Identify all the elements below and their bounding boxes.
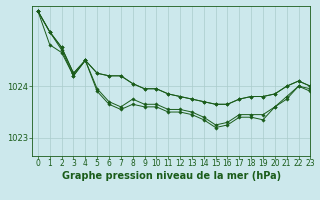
X-axis label: Graphe pression niveau de la mer (hPa): Graphe pression niveau de la mer (hPa) xyxy=(62,171,281,181)
